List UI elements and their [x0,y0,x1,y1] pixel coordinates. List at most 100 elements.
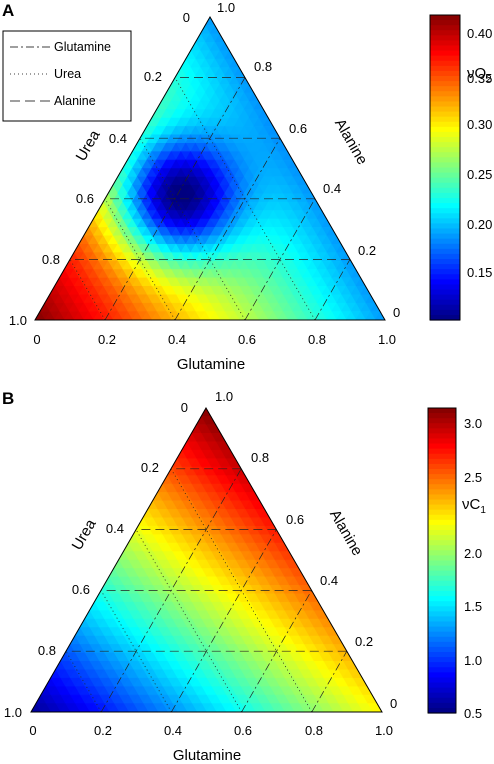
colorbar-step [428,484,456,490]
a-right-tick-2: 0.6 [289,121,307,136]
a-bottom-tick-2: 0.4 [168,332,186,347]
colorbar-step [430,228,460,235]
b-right-tick-2: 0.6 [286,512,304,527]
a-legend-box [2,30,132,122]
colorbar-step [428,469,456,475]
colorbar-step [428,646,456,653]
b-bottom-tick-2: 0.4 [164,723,182,738]
colorbar-step [428,545,456,551]
b-left-axis-title: Urea [69,516,100,553]
colorbar-step [428,448,456,455]
colorbar-step [430,116,460,123]
colorbar-step [428,687,456,694]
glutamine-gridline [314,259,351,321]
colorbar-step [430,142,460,148]
colorbar-step [428,580,456,587]
b-left-tick-2: 0.4 [106,521,124,536]
colorbar-step [430,157,460,164]
a-legend-label-glutamine: Glutamine [54,40,111,54]
colorbar-step [428,697,456,704]
colorbar-step [430,60,460,67]
colorbar-step [428,626,456,633]
colorbar-step [430,314,460,321]
a-right-tick-1: 0.8 [254,59,272,74]
colorbar-step [428,657,456,663]
colorbar-step [430,40,460,47]
colorbar-step [430,223,460,230]
colorbar-step [428,474,456,480]
b-right-axis-title: Alanine [326,507,366,559]
b-cbar-tick-3: 2.0 [464,546,482,561]
panel-a-gridlines [69,77,351,321]
colorbar-step [428,504,456,511]
surface-cell [200,407,212,417]
colorbar-step [430,238,460,245]
colorbar-step [430,264,460,270]
a-bottom-tick-1: 0.2 [98,332,116,347]
colorbar-step [428,570,456,577]
b-left-tick-0: 0 [181,400,188,415]
colorbar-step [430,126,460,133]
colorbar-step [430,30,460,36]
colorbar-step [428,606,456,612]
colorbar-step [430,152,460,158]
b-left-tick-3: 0.6 [72,582,90,597]
colorbar-step [428,682,456,689]
colorbar-step [430,137,460,143]
colorbar-step [428,636,456,643]
b-left-tick-5: 1.0 [4,705,22,720]
colorbar-step [428,519,456,526]
colorbar-step [430,289,460,296]
colorbar-step [428,692,456,699]
b-cbar-tick-4: 2.5 [464,470,482,485]
b-cbar-tick-2: 1.5 [464,599,482,614]
colorbar-step [428,408,456,414]
colorbar-step [428,616,456,623]
urea-gridline [139,137,246,321]
colorbar-step [430,65,460,72]
colorbar-step [428,494,456,501]
colorbar-step [430,182,460,189]
a-cbar-tick-5: 0.40 [467,26,492,41]
colorbar-step [428,458,456,465]
a-left-tick-4: 0.8 [42,252,60,267]
colorbar-step [430,304,460,311]
colorbar-step [428,667,456,673]
a-colorbar-label: νO2 [467,65,492,85]
b-cbar-tick-0: 0.5 [464,706,482,721]
colorbar-step [428,575,456,582]
colorbar-step [428,428,456,435]
panel-a-letter: A [2,1,14,20]
colorbar-step [430,233,460,240]
a-colorbar-frame [429,14,461,321]
panel-b-ternary-surface [30,407,383,713]
a-left-tick-0: 0 [183,10,190,25]
a-right-tick-3: 0.4 [323,181,341,196]
colorbar-step [430,45,460,52]
a-cbar-tick-2: 0.25 [467,167,492,182]
b-right-tick-4: 0.2 [355,634,373,649]
b-bottom-tick-5: 1.0 [375,723,393,738]
b-colorbar-label: νC1 [462,496,486,516]
b-left-tick-4: 0.8 [38,643,56,658]
colorbar-step [428,621,456,628]
colorbar-step [428,565,456,572]
colorbar-step [428,463,456,470]
urea-gridline [104,198,176,321]
colorbar-step [428,596,456,602]
a-legend-label-urea: Urea [54,67,81,81]
a-colorbar [430,15,460,321]
colorbar-step [430,147,460,153]
colorbar-step [430,172,460,179]
panel-a-triangle-border [34,16,386,321]
colorbar-step [430,106,460,113]
b-left-tick-1: 0.2 [141,460,159,475]
a-left-tick-3: 0.6 [76,191,94,206]
b-bottom-tick-0: 0 [29,723,36,738]
colorbar-step [430,91,460,97]
a-cbar-tick-4: 0.35 [467,71,492,86]
colorbar-step [430,177,460,184]
colorbar-step [428,423,456,429]
a-left-tick-1: 0.2 [144,69,162,84]
colorbar-step [428,550,456,557]
